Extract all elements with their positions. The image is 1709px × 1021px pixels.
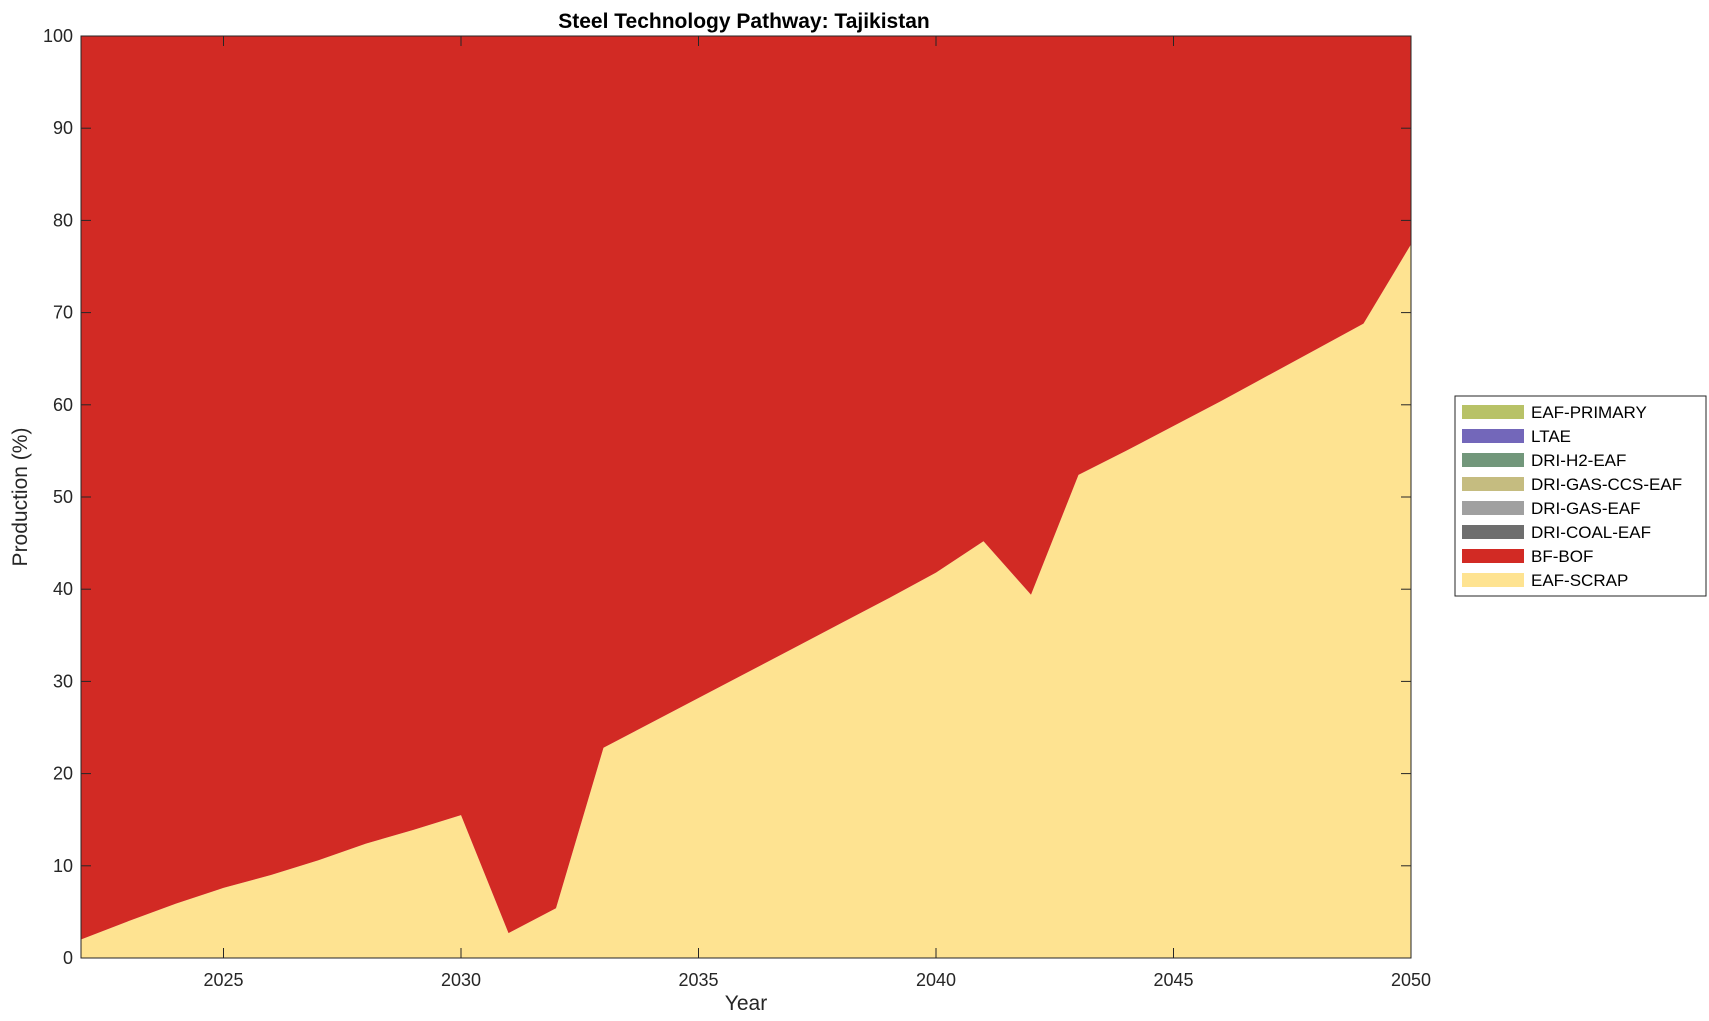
x-tick-label: 2035 bbox=[678, 970, 718, 990]
legend-swatch bbox=[1462, 549, 1524, 563]
legend-label: DRI-H2-EAF bbox=[1531, 451, 1626, 470]
legend-swatch bbox=[1462, 429, 1524, 443]
legend-label: EAF-SCRAP bbox=[1531, 571, 1628, 590]
legend-swatch bbox=[1462, 477, 1524, 491]
y-tick-label: 80 bbox=[53, 210, 73, 230]
chart-title: Steel Technology Pathway: Tajikistan bbox=[558, 10, 929, 33]
x-tick-label: 2030 bbox=[441, 970, 481, 990]
legend-swatch bbox=[1462, 453, 1524, 467]
legend-swatch bbox=[1462, 501, 1524, 515]
x-tick-label: 2050 bbox=[1391, 970, 1431, 990]
legend-swatch bbox=[1462, 405, 1524, 419]
y-tick-label: 30 bbox=[53, 671, 73, 691]
legend-box bbox=[1454, 395, 1707, 597]
legend-label: DRI-GAS-EAF bbox=[1531, 499, 1641, 518]
y-tick-label: 60 bbox=[53, 395, 73, 415]
y-tick-label: 90 bbox=[53, 118, 73, 138]
area-bf-bof bbox=[81, 36, 1411, 940]
legend-label: BF-BOF bbox=[1531, 547, 1593, 566]
legend: EAF-PRIMARY LTAE DRI-H2-EAF DRI-GAS-CCS-EAF… bbox=[1454, 395, 1707, 597]
legend-label: DRI-GAS-CCS-EAF bbox=[1531, 475, 1682, 494]
y-tick-label: 70 bbox=[53, 303, 73, 323]
y-tick-label: 50 bbox=[53, 487, 73, 507]
legend-label: DRI-COAL-EAF bbox=[1531, 523, 1651, 542]
y-tick-label: 100 bbox=[43, 26, 73, 46]
y-axis-title: Production (%) bbox=[9, 428, 32, 567]
area-eaf-scrap bbox=[81, 244, 1411, 958]
plot-areas bbox=[81, 36, 1411, 958]
x-axis-title: Year bbox=[725, 992, 767, 1015]
legend-label: LTAE bbox=[1531, 427, 1571, 446]
legend-swatch bbox=[1462, 573, 1524, 587]
y-tick-label: 40 bbox=[53, 579, 73, 599]
legend-label: EAF-PRIMARY bbox=[1531, 403, 1647, 422]
legend-swatch bbox=[1462, 525, 1524, 539]
x-tick-label: 2045 bbox=[1153, 970, 1193, 990]
y-tick-label: 0 bbox=[63, 948, 73, 968]
y-tick-label: 20 bbox=[53, 764, 73, 784]
x-tick-label: 2040 bbox=[916, 970, 956, 990]
x-tick-label: 2025 bbox=[203, 970, 243, 990]
x-axis: 2025 2030 2035 2040 2045 2050 bbox=[203, 36, 1431, 990]
y-tick-label: 10 bbox=[53, 856, 73, 876]
y-axis: 0 10 20 30 40 50 60 70 80 90 100 bbox=[43, 26, 1411, 968]
